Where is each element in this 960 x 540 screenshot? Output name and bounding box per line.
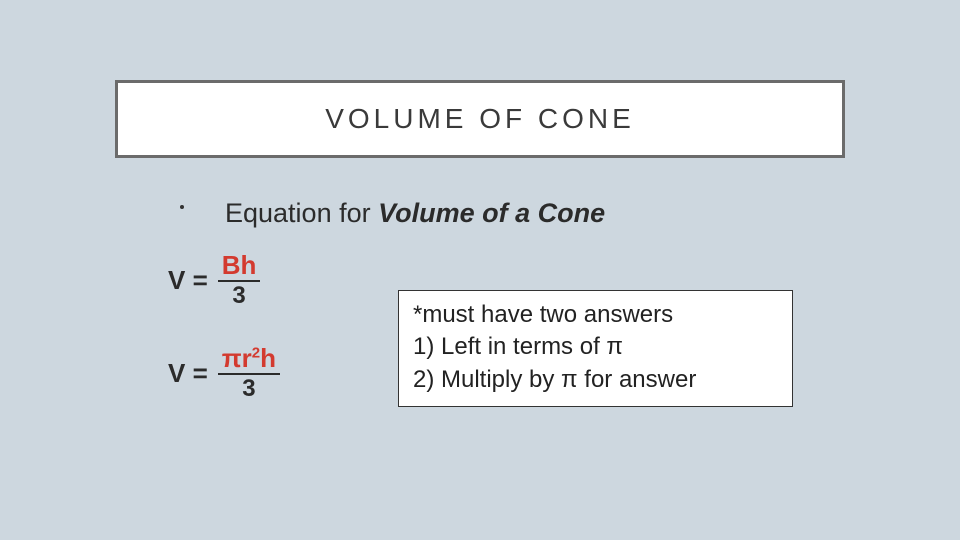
equation-heading: Equation for Volume of a Cone (225, 198, 605, 229)
formula-bh-over-3: V = Bh 3 (168, 252, 260, 308)
title-box: VOLUME OF CONE (115, 80, 845, 158)
fraction-icon: πr2h 3 (218, 345, 280, 401)
formula2-num-exp: 2 (252, 344, 260, 361)
formula2-lhs: V = (168, 358, 208, 389)
note-line-1: *must have two answers (413, 299, 778, 331)
formula2-num-prefix: πr (222, 343, 252, 373)
formula2-numerator: πr2h (218, 345, 280, 375)
formula2-denominator: 3 (242, 375, 255, 401)
fraction-icon: Bh 3 (218, 252, 261, 308)
formula-pir2h-over-3: V = πr2h 3 (168, 345, 280, 401)
formula2-num-suffix: h (260, 343, 276, 373)
note-line-2: 1) Left in terms of π (413, 331, 778, 363)
equation-heading-emphasis: Volume of a Cone (378, 198, 605, 228)
formula1-numerator: Bh (218, 252, 261, 282)
equation-heading-prefix: Equation for (225, 198, 378, 228)
formula1-denominator: 3 (232, 282, 245, 308)
note-box: *must have two answers 1) Left in terms … (398, 290, 793, 407)
formula1-lhs: V = (168, 265, 208, 296)
note-line-3: 2) Multiply by π for answer (413, 364, 778, 396)
bullet-icon (180, 205, 184, 209)
page-title: VOLUME OF CONE (325, 103, 635, 135)
